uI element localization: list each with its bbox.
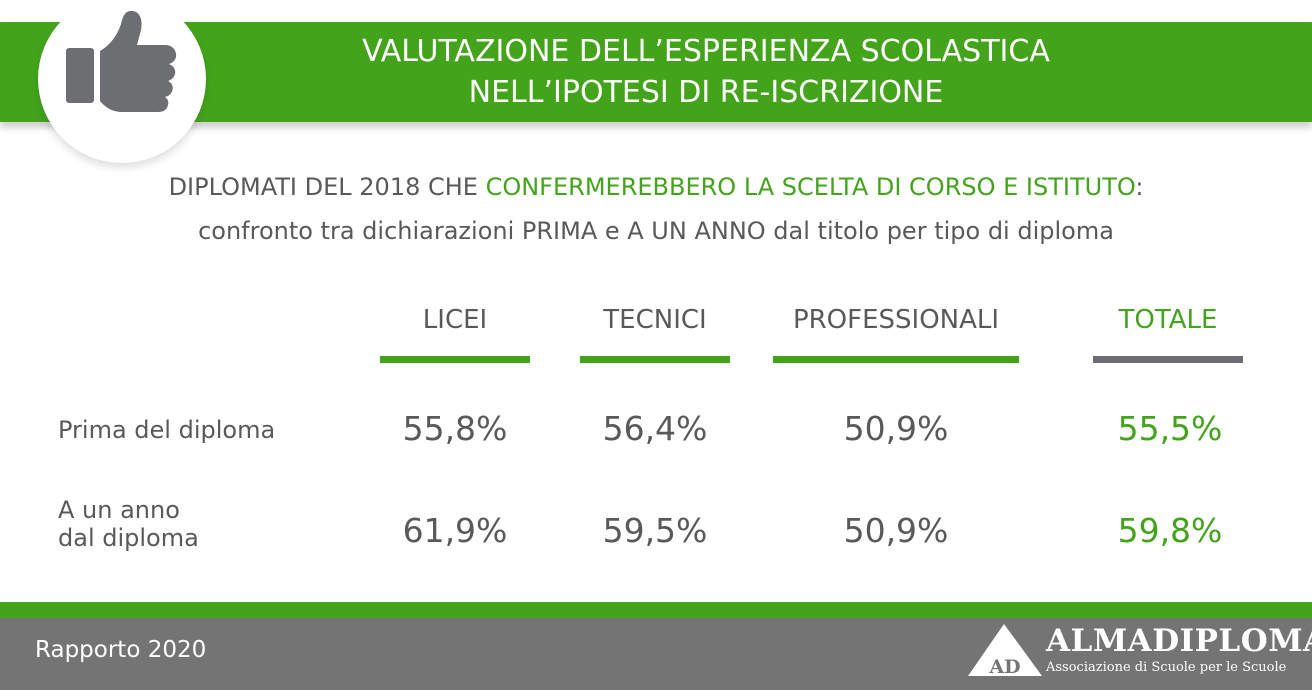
cell-prima-tecnici: 56,4% bbox=[602, 409, 708, 448]
footer-grey-band bbox=[0, 618, 1312, 690]
logo-tagline: Associazione di Scuole per le Scuole bbox=[1046, 660, 1287, 675]
column-rule-professionali bbox=[773, 356, 1019, 363]
logo-roof-icon: AD bbox=[968, 624, 1042, 678]
logo-initials: AD bbox=[988, 656, 1020, 678]
cell-anno-professionali: 50,9% bbox=[843, 511, 949, 550]
subtitle-highlight: CONFERMEREBBERO LA SCELTA DI CORSO E IST… bbox=[485, 173, 1136, 201]
cell-anno-tecnici: 59,5% bbox=[602, 511, 708, 550]
column-header-tecnici: TECNICI bbox=[603, 305, 707, 335]
thumbs-up-badge bbox=[38, 0, 206, 163]
cell-prima-licei: 55,8% bbox=[402, 409, 508, 448]
footer-green-band bbox=[0, 602, 1312, 618]
subtitle-line-2: confronto tra dichiarazioni PRIMA e A UN… bbox=[198, 217, 1114, 245]
column-header-professionali: PROFESSIONALI bbox=[792, 305, 1000, 335]
column-rule-totale bbox=[1093, 356, 1243, 363]
subtitle: DIPLOMATI DEL 2018 CHE CONFERMEREBBERO L… bbox=[0, 165, 1312, 253]
logo-name: ALMADIPLOMA bbox=[1046, 623, 1312, 659]
row-label-prima: Prima del diploma bbox=[58, 416, 275, 444]
column-rule-licei bbox=[380, 356, 530, 363]
row-label-line: dal diploma bbox=[58, 524, 199, 552]
header-band bbox=[0, 22, 1312, 122]
subtitle-line-1: DIPLOMATI DEL 2018 CHE CONFERMEREBBERO L… bbox=[0, 165, 1312, 209]
row-label-anno: A un anno dal diploma bbox=[58, 496, 199, 552]
thumbs-up-icon bbox=[66, 10, 177, 112]
header-title: VALUTAZIONE DELL’ESPERIENZA SCOLASTICA N… bbox=[205, 22, 1207, 122]
footer-report-label: Rapporto 2020 bbox=[35, 637, 207, 663]
column-header-totale: TOTALE bbox=[1118, 305, 1218, 335]
cell-prima-professionali: 50,9% bbox=[843, 409, 949, 448]
title-line-1: VALUTAZIONE DELL’ESPERIENZA SCOLASTICA bbox=[362, 34, 1050, 69]
cell-anno-totale: 59,8% bbox=[1117, 511, 1223, 550]
cell-anno-licei: 61,9% bbox=[402, 511, 508, 550]
title-line-2: NELL’IPOTESI DI RE-ISCRIZIONE bbox=[468, 75, 944, 110]
row-label-line: Prima del diploma bbox=[58, 416, 276, 444]
subtitle-suffix: : bbox=[1135, 173, 1144, 201]
almadiploma-logo: AD ALMADIPLOMA Associazione di Scuole pe… bbox=[966, 622, 1312, 684]
column-header-licei: LICEI bbox=[422, 305, 488, 335]
row-label-line: A un anno bbox=[58, 496, 180, 524]
cell-prima-totale: 55,5% bbox=[1117, 409, 1223, 448]
subtitle-prefix: DIPLOMATI DEL 2018 CHE bbox=[168, 173, 486, 201]
column-rule-tecnici bbox=[580, 356, 730, 363]
